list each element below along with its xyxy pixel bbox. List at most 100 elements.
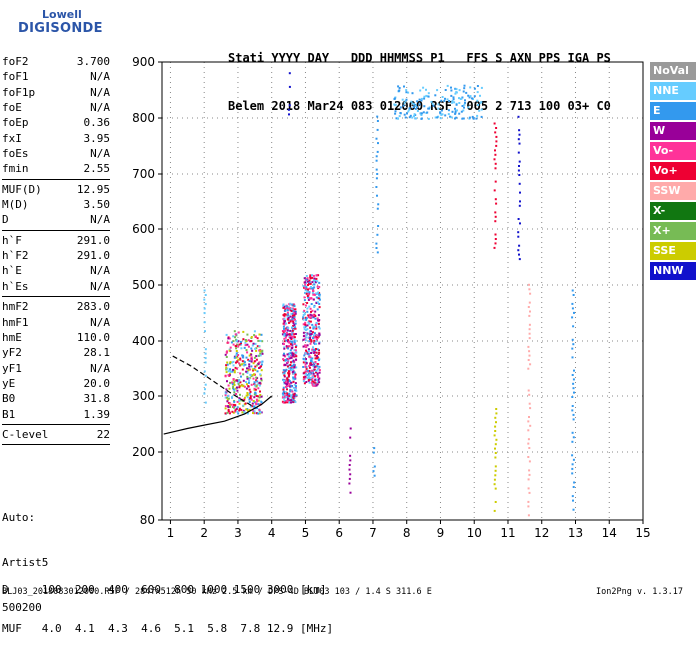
echo-point — [294, 375, 297, 378]
echo-point — [454, 110, 457, 113]
echo-streak-point — [571, 409, 574, 412]
echo-point — [283, 400, 286, 402]
electron-density-profile — [163, 395, 273, 435]
echo-point — [307, 353, 310, 356]
echo-point — [258, 396, 261, 399]
echo-point — [257, 363, 260, 366]
echo-point — [469, 95, 472, 98]
echo-streak-point — [517, 231, 520, 234]
echo-point — [305, 367, 308, 370]
echo-point — [228, 403, 231, 406]
echo-point — [287, 372, 290, 374]
echo-point — [253, 356, 256, 359]
echo-point — [229, 406, 231, 408]
echo-point — [317, 378, 320, 381]
echo-point — [439, 111, 442, 114]
echo-point — [294, 312, 297, 315]
echo-streak-point — [494, 233, 497, 236]
echo-point — [291, 371, 294, 374]
param-row: M(D) 3.50 — [2, 197, 110, 212]
echo-point — [252, 342, 255, 345]
echo-point — [250, 353, 253, 356]
param-name: hmF2 — [2, 300, 29, 314]
echo-point — [312, 346, 314, 349]
echo-point — [244, 402, 247, 405]
echo-point — [289, 315, 292, 318]
echo-point — [293, 360, 296, 363]
echo-streak-point — [375, 155, 378, 158]
echo-point — [405, 98, 408, 101]
echo-streak-point — [528, 473, 531, 476]
echo-point — [397, 117, 399, 120]
y-tick-label: 500 — [132, 278, 155, 292]
echo-point — [254, 347, 257, 350]
echo-point — [257, 403, 260, 406]
echo-point — [398, 115, 401, 118]
echo-point — [283, 394, 286, 397]
echo-point — [302, 338, 305, 341]
echo-point — [233, 383, 236, 386]
echo-point — [407, 91, 410, 94]
echo-point — [316, 383, 319, 386]
echo-point — [260, 411, 263, 414]
param-row: yF1 N/A — [2, 361, 110, 376]
echo-point — [304, 375, 307, 378]
echo-point — [240, 408, 243, 411]
echo-streak-point — [529, 407, 532, 410]
echo-point — [249, 397, 252, 400]
param-row: hmE 110.0 — [2, 330, 110, 345]
echo-point — [234, 336, 236, 339]
echo-point — [290, 361, 293, 364]
echo-point — [256, 345, 259, 348]
echo-point — [235, 356, 238, 359]
echo-point — [289, 385, 292, 388]
echo-point — [250, 365, 253, 368]
echo-point — [291, 318, 294, 321]
echo-point — [309, 356, 312, 359]
echo-point — [306, 328, 309, 331]
echo-point — [252, 400, 255, 402]
echo-streak-point — [493, 509, 496, 512]
echo-point — [282, 358, 285, 361]
echo-point — [303, 382, 306, 385]
echo-streak-point — [203, 312, 206, 315]
echo-point — [316, 285, 319, 288]
param-row: foF1 N/A — [2, 69, 110, 84]
echo-point — [246, 351, 249, 354]
echo-streak-point — [517, 138, 520, 141]
echo-point — [394, 110, 397, 113]
echo-point — [294, 320, 297, 322]
echo-point — [315, 343, 318, 345]
echo-point — [293, 395, 295, 398]
echo-point — [304, 323, 307, 326]
echo-point — [461, 105, 464, 107]
echo-point — [455, 116, 458, 119]
echo-point — [293, 305, 296, 308]
echo-point — [451, 110, 454, 113]
echo-point — [313, 351, 316, 354]
echo-point — [243, 361, 246, 364]
param-row: fmin 2.55 — [2, 161, 110, 176]
y-tick-label: 300 — [132, 389, 155, 403]
echo-point — [226, 363, 229, 366]
echo-point — [318, 369, 321, 372]
echo-streak-point — [204, 330, 206, 333]
echo-point — [464, 101, 466, 104]
echo-point — [477, 104, 480, 106]
echo-point — [232, 403, 235, 406]
echo-point — [302, 361, 305, 364]
echo-point — [290, 399, 293, 402]
echo-point — [244, 363, 247, 366]
echo-point — [225, 371, 228, 374]
param-row: B1 1.39 — [2, 407, 110, 422]
echo-streak-point — [571, 454, 574, 457]
echo-point — [242, 385, 245, 388]
echo-point — [412, 106, 415, 108]
echo-point — [309, 362, 312, 365]
echo-point — [285, 305, 288, 308]
echo-point — [308, 281, 311, 284]
echo-streak-point — [495, 135, 498, 138]
lowell-digisonde-logo: Lowell DIGISONDE — [4, 8, 114, 42]
echo-point — [308, 287, 311, 290]
echo-point — [302, 380, 305, 383]
